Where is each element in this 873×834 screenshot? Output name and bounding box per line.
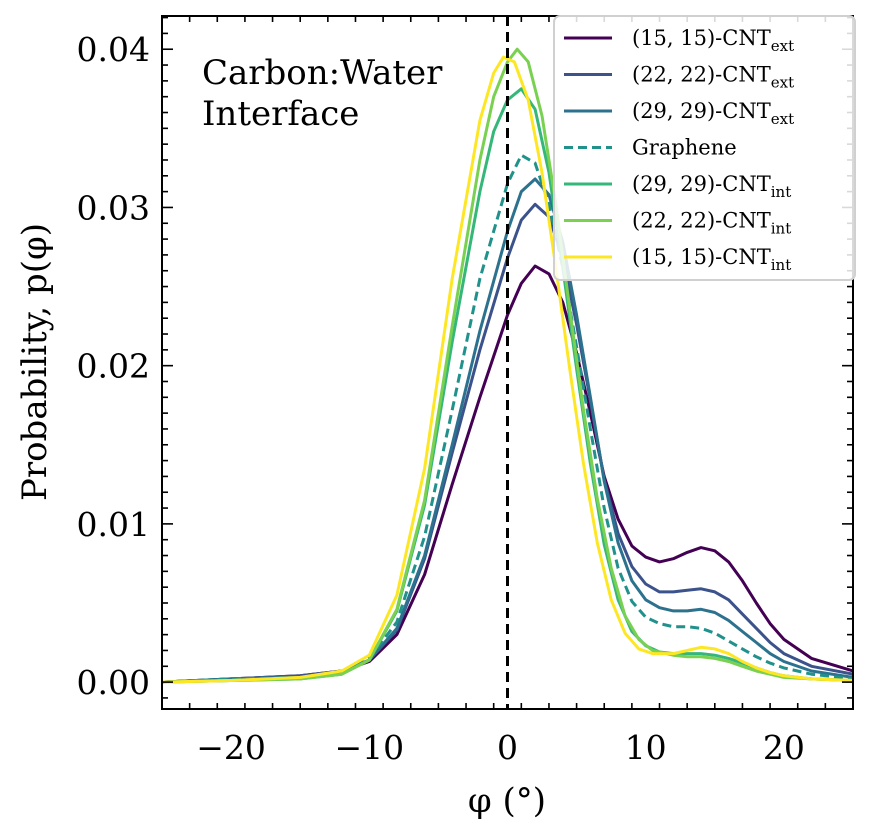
x-tick-label: 0 [497, 728, 518, 767]
legend: (15, 15)-CNText(22, 22)-CNText(29, 29)-C… [553, 15, 856, 281]
series-line-2 [162, 177, 853, 684]
x-tick-label: 20 [763, 728, 805, 767]
legend-subscript: int [771, 220, 792, 238]
y-tick-label: 0.04 [77, 30, 150, 69]
y-tick-label: 0.01 [77, 505, 150, 544]
y-tick-label: 0.02 [77, 347, 150, 386]
legend-subscript: ext [771, 110, 794, 128]
legend-box [553, 15, 856, 281]
x-tick-label: −20 [196, 728, 266, 767]
legend-subscript: ext [771, 74, 794, 92]
x-tick-label: −10 [334, 728, 404, 767]
y-tick-label: 0.00 [77, 663, 150, 702]
series-line-5 [162, 47, 853, 684]
annotation-line-2: Interface [202, 94, 359, 134]
y-tick-label: 0.03 [77, 188, 150, 227]
legend-subscript: ext [771, 37, 794, 55]
plot-frame [161, 15, 854, 710]
annotation-line-1: Carbon:Water [202, 53, 443, 93]
series-line-6 [162, 55, 853, 684]
legend-subscript: int [771, 256, 792, 274]
y-axis-label: Probability, p(φ) [15, 223, 55, 501]
series-line-3 [162, 153, 853, 684]
x-tick-label: 10 [625, 728, 667, 767]
legend-subscript: int [771, 183, 792, 201]
legend-label-3: Graphene [632, 136, 737, 160]
series-layer [162, 47, 853, 684]
x-axis-label: φ (°) [468, 781, 546, 821]
tick-labels: −20 −10 0 10 20 0.00 0.01 0.02 0.03 0.04 [77, 30, 805, 767]
